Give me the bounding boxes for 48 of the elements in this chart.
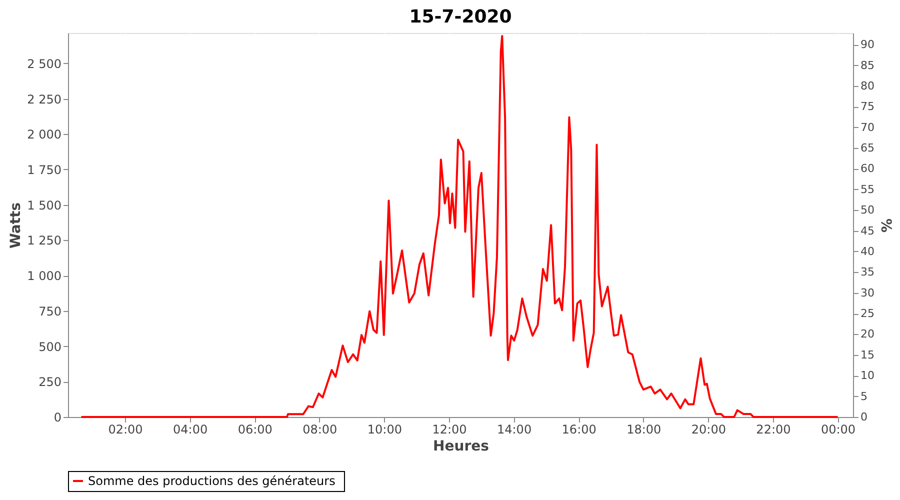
y2-tick-label: 50 — [860, 204, 874, 217]
y2-axis-title: % — [877, 218, 894, 233]
x-tick-label: 00:00 — [820, 422, 856, 436]
y-tick-label: 2 500 — [27, 56, 62, 71]
y-tick-label: 1 500 — [27, 198, 62, 212]
y-axis-title: Watts — [8, 202, 24, 249]
y2-tick-label: 10 — [860, 369, 874, 382]
y2-tick-label: 90 — [860, 38, 874, 52]
y2-tick-label: 40 — [860, 244, 874, 258]
y2-tick-label: 55 — [860, 182, 874, 196]
y2-tick-label: 60 — [860, 162, 874, 176]
y2-tick-label: 70 — [860, 120, 874, 134]
y2-tick-label: 45 — [860, 224, 874, 238]
y-tick-label: 1 250 — [27, 234, 62, 248]
y2-tick-label: 5 — [860, 390, 868, 403]
y2-tick-label: 15 — [860, 348, 874, 362]
x-tick-label: 04:00 — [173, 422, 208, 436]
y-tick-label: 1 750 — [27, 162, 62, 177]
y2-tick-label: 25 — [860, 307, 874, 320]
y2-tick-label: 75 — [860, 100, 874, 114]
x-tick-label: 08:00 — [302, 422, 338, 436]
x-tick-label: 14:00 — [497, 422, 532, 436]
x-tick-label: 12:00 — [432, 422, 467, 436]
y-tick-label: 1 000 — [27, 269, 62, 284]
y2-tick-label: 0 — [860, 410, 868, 424]
y2-tick-label: 85 — [860, 58, 874, 72]
y-tick-label: 0 — [54, 410, 62, 424]
chart-title: 15-7-2020 — [409, 6, 512, 28]
line-series — [80, 34, 839, 418]
x-tick-label: 02:00 — [108, 422, 143, 436]
x-tick-label: 22:00 — [756, 422, 791, 436]
y-tick-label: 250 — [38, 375, 62, 390]
y2-tick-label: 65 — [860, 142, 874, 155]
y2-tick-label: 30 — [860, 286, 874, 300]
y-tick-label: 2 250 — [27, 92, 62, 106]
x-tick-label: 16:00 — [562, 422, 596, 436]
y-tick-label: 500 — [38, 340, 62, 354]
x-axis-title: Heures — [433, 438, 489, 454]
legend-label: Somme des productions des générateurs — [88, 474, 336, 488]
y2-tick-label: 80 — [860, 79, 874, 92]
y-tick-label: 2 000 — [27, 128, 62, 142]
x-tick-label: 10:00 — [367, 422, 402, 436]
y-tick-label: 750 — [38, 304, 62, 318]
x-tick-label: 20:00 — [691, 422, 726, 436]
y2-tick-label: 35 — [860, 266, 874, 279]
x-tick-label: 06:00 — [238, 422, 272, 436]
x-tick-label: 18:00 — [626, 422, 662, 436]
y2-tick-label: 20 — [860, 328, 874, 341]
